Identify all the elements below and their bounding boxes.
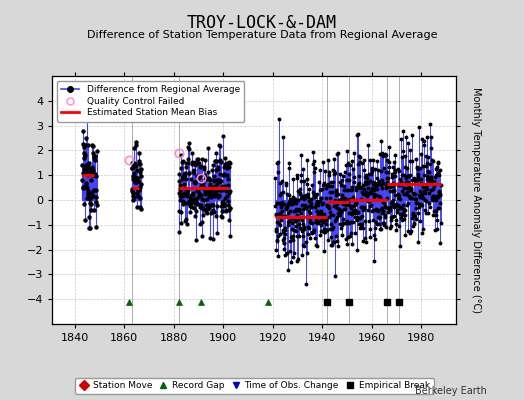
Y-axis label: Monthly Temperature Anomaly Difference (°C): Monthly Temperature Anomaly Difference (… [471,87,481,313]
Text: Difference of Station Temperature Data from Regional Average: Difference of Station Temperature Data f… [87,30,437,40]
Text: Berkeley Earth: Berkeley Earth [416,386,487,396]
Text: TROY-LOCK-&-DAM: TROY-LOCK-&-DAM [187,14,337,32]
Legend: Station Move, Record Gap, Time of Obs. Change, Empirical Break: Station Move, Record Gap, Time of Obs. C… [75,378,433,394]
